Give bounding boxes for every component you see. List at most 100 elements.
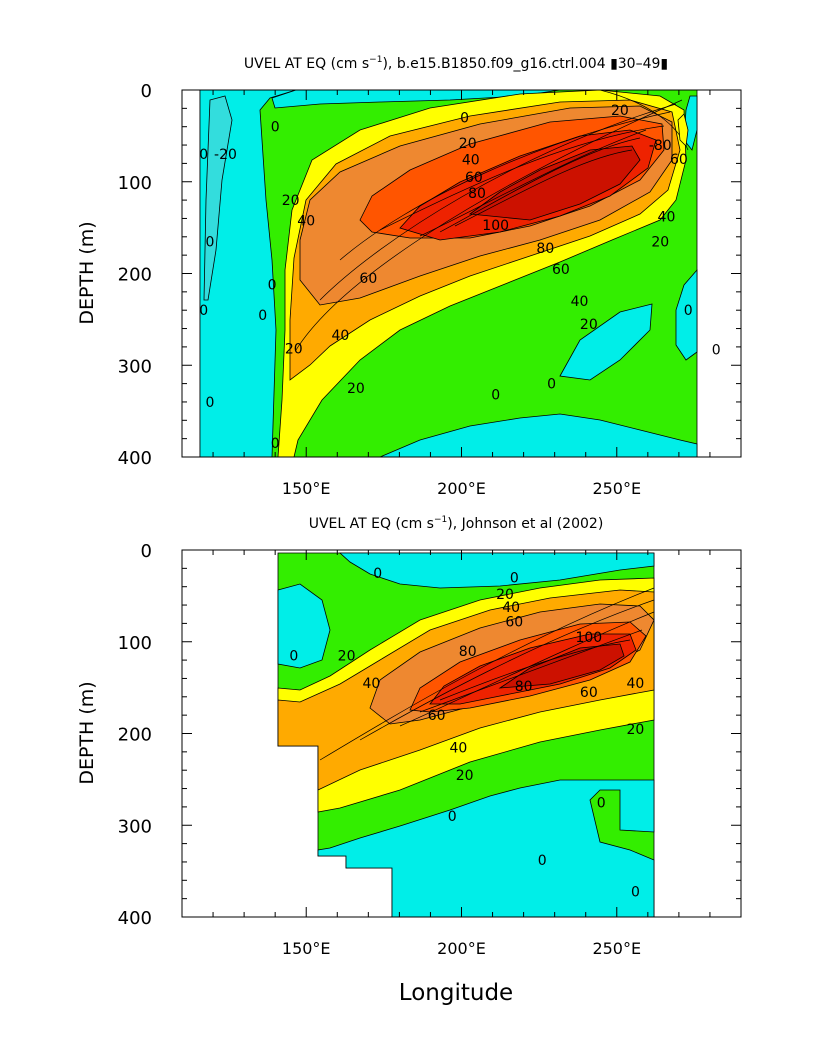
panel-obs-title: UVEL AT EQ (cm s−1), Johnson et al (2002… [309, 515, 604, 532]
contour-label: 80 [468, 186, 486, 202]
contour-label: 80 [536, 241, 554, 257]
contour-label: 0 [271, 120, 280, 136]
y-tick-label: 0 [141, 81, 152, 102]
contour-label: 80 [515, 679, 533, 695]
contour-label: 20 [496, 587, 514, 603]
obs-region-neg-north [338, 552, 655, 589]
contour-label: 0 [373, 566, 382, 582]
contour-label: 100 [575, 630, 602, 646]
obs-core-lines [319, 587, 655, 761]
obs-region-neg-northwest [277, 583, 331, 669]
contour-label: 60 [428, 708, 446, 724]
contour-label: 0 [510, 571, 519, 587]
contour-label: 0 [205, 395, 214, 411]
model-core-lines [295, 90, 689, 351]
contour-label: 20 [347, 381, 365, 397]
y-tick-label: 300 [118, 816, 152, 837]
contour-label: -80 [649, 138, 672, 154]
contour-label: 20 [611, 103, 629, 119]
contour-label: 0 [547, 377, 556, 393]
model-region-east-patch [677, 113, 689, 147]
contour-label: 60 [552, 262, 570, 278]
contour-label: 100 [482, 218, 509, 234]
model-region-neg-inner [203, 95, 233, 301]
contour-label: 20 [285, 342, 303, 358]
y-tick-label: 400 [118, 448, 152, 469]
contour-label: 20 [626, 722, 644, 738]
model-region-neg-bottom [379, 413, 698, 457]
panel-model-contours [199, 90, 698, 457]
y-tick-label: 200 [118, 725, 152, 746]
model-region-neg-west [199, 90, 297, 457]
contour-label: 60 [580, 685, 598, 701]
contour-label: 60 [465, 170, 483, 186]
contour-label: 20 [338, 649, 356, 665]
contour-label: 0 [491, 388, 500, 404]
obs-region-110 [498, 643, 625, 689]
panel-model-ylabel: DEPTH (m) [76, 221, 98, 324]
contour-label: 0 [631, 884, 640, 900]
contour-label: 20 [580, 317, 598, 333]
contour-label: 20 [456, 768, 474, 784]
contour-label: 0 [199, 147, 208, 163]
contour-label: 0 [258, 308, 267, 324]
panel-obs-xticks: 150°E 200°E 250°E [212, 550, 711, 958]
x-tick-label: 200°E [437, 939, 486, 958]
contour-label: 40 [502, 600, 520, 616]
contour-label: -20 [214, 147, 237, 163]
model-region-neg-east [675, 268, 698, 361]
contour-label: 0 [684, 303, 693, 319]
contour-label: 0 [538, 853, 547, 869]
contour-label: 60 [670, 152, 688, 168]
contour-label: 40 [626, 676, 644, 692]
panel-model-xticks: 150°E 200°E 250°E [212, 90, 711, 498]
contour-label: 0 [199, 303, 208, 319]
panel-model-title: UVEL AT EQ (cm s−1), b.e15.B1850.f09_g16… [244, 55, 668, 72]
model-region-neg-top [271, 90, 561, 109]
x-tick-label: 250°E [592, 479, 641, 498]
contour-label: 20 [651, 234, 669, 250]
contour-label: 20 [459, 136, 477, 152]
y-tick-label: 200 [118, 265, 152, 286]
contour-label: 40 [331, 328, 349, 344]
x-tick-label: 200°E [437, 479, 486, 498]
x-axis-label: Longitude [399, 980, 513, 1006]
y-tick-label: 300 [118, 356, 152, 377]
contour-label: 60 [359, 271, 377, 287]
y-tick-label: 400 [118, 908, 152, 929]
model-region-120 [468, 145, 641, 221]
contour-label: 0 [597, 795, 606, 811]
contour-label: 0 [712, 343, 721, 359]
contour-label: 40 [363, 676, 381, 692]
contour-label: 0 [448, 809, 457, 825]
x-tick-label: 150°E [282, 479, 331, 498]
y-tick-label: 0 [141, 541, 152, 562]
x-tick-label: 150°E [282, 939, 331, 958]
model-region-neg-south [559, 303, 653, 381]
contour-label: 40 [658, 210, 676, 226]
contour-label: 0 [460, 111, 469, 127]
contour-label: 60 [505, 615, 523, 631]
contour-label: 0 [289, 649, 298, 665]
panel-obs-ylabel: DEPTH (m) [76, 681, 98, 784]
contour-label: 0 [205, 234, 214, 250]
y-tick-label: 100 [118, 633, 152, 654]
contour-label: 40 [297, 213, 315, 229]
panel-model: UVEL AT EQ (cm s−1), b.e15.B1850.f09_g16… [76, 55, 742, 498]
x-tick-label: 250°E [592, 939, 641, 958]
y-tick-label: 100 [118, 173, 152, 194]
contour-label: 0 [268, 278, 277, 294]
contour-label: 20 [282, 193, 300, 209]
panel-obs-contours [277, 552, 655, 917]
contour-label: 40 [462, 153, 480, 169]
panel-obs: UVEL AT EQ (cm s−1), Johnson et al (2002… [76, 515, 742, 1006]
contour-label: 40 [449, 740, 467, 756]
contour-label: 0 [271, 436, 280, 452]
contour-label: 40 [571, 294, 589, 310]
obs-region-neg-south [317, 779, 655, 917]
